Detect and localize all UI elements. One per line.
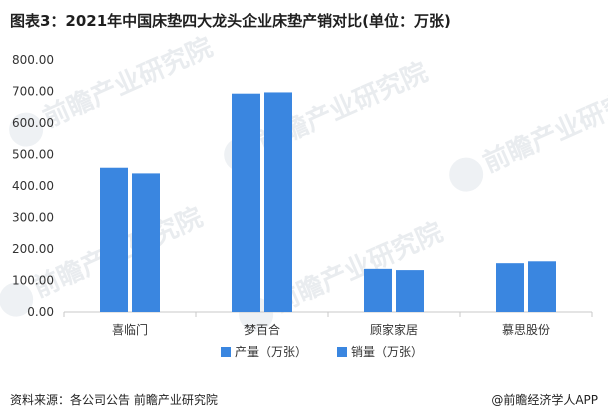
x-tick-label: 顾家家居 <box>370 322 418 337</box>
y-tick-label: 600.00 <box>12 116 54 130</box>
y-tick-label: 800.00 <box>12 53 54 67</box>
legend-swatch <box>337 347 347 357</box>
chart-title: 图表3：2021年中国床垫四大龙头企业床垫产销对比(单位：万张) <box>10 12 451 30</box>
x-tick-label: 梦百合 <box>244 322 280 337</box>
legend-swatch <box>221 347 231 357</box>
y-tick-label: 0.00 <box>27 305 54 319</box>
y-tick-label: 200.00 <box>12 242 54 256</box>
legend-label: 产量（万张） <box>235 345 307 359</box>
y-tick-label: 100.00 <box>12 274 54 288</box>
bar-production <box>100 167 128 312</box>
x-tick-label: 喜临门 <box>112 322 148 337</box>
y-tick-label: 500.00 <box>12 148 54 162</box>
brand-credit: @前瞻经济学人APP <box>491 393 598 407</box>
bar-sales <box>264 92 292 312</box>
bar-production <box>232 93 260 312</box>
legend-label: 销量（万张） <box>351 345 423 359</box>
bar-production <box>496 263 524 312</box>
y-tick-label: 400.00 <box>12 179 54 193</box>
x-tick-label: 慕思股份 <box>502 323 550 337</box>
y-tick-label: 700.00 <box>12 85 54 99</box>
bar-production <box>364 268 392 312</box>
bar-sales <box>396 270 424 312</box>
bar-sales <box>132 173 160 312</box>
source-note: 资料来源：各公司公告 前瞻产业研究院 <box>10 393 218 407</box>
bar-sales <box>528 261 556 312</box>
y-tick-label: 300.00 <box>12 211 54 225</box>
